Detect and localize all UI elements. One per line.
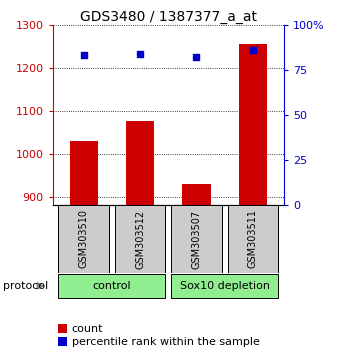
Bar xyxy=(182,184,210,205)
Text: GSM303512: GSM303512 xyxy=(135,209,145,269)
Point xyxy=(250,47,256,53)
Text: Sox10 depletion: Sox10 depletion xyxy=(180,281,270,291)
Text: GSM303507: GSM303507 xyxy=(191,209,202,269)
Point xyxy=(81,53,86,58)
Bar xyxy=(58,205,109,273)
Text: GSM303510: GSM303510 xyxy=(79,210,89,268)
Bar xyxy=(126,121,154,205)
Bar xyxy=(239,44,267,205)
Legend: count, percentile rank within the sample: count, percentile rank within the sample xyxy=(58,324,259,347)
Bar xyxy=(171,274,278,298)
Point xyxy=(194,55,199,60)
Bar xyxy=(171,205,222,273)
Bar xyxy=(58,274,166,298)
Text: protocol: protocol xyxy=(3,281,49,291)
Bar xyxy=(70,141,98,205)
Text: control: control xyxy=(92,281,131,291)
Title: GDS3480 / 1387377_a_at: GDS3480 / 1387377_a_at xyxy=(80,10,257,24)
Bar xyxy=(115,205,166,273)
Point xyxy=(137,51,143,57)
Text: GSM303511: GSM303511 xyxy=(248,210,258,268)
Bar xyxy=(227,205,278,273)
